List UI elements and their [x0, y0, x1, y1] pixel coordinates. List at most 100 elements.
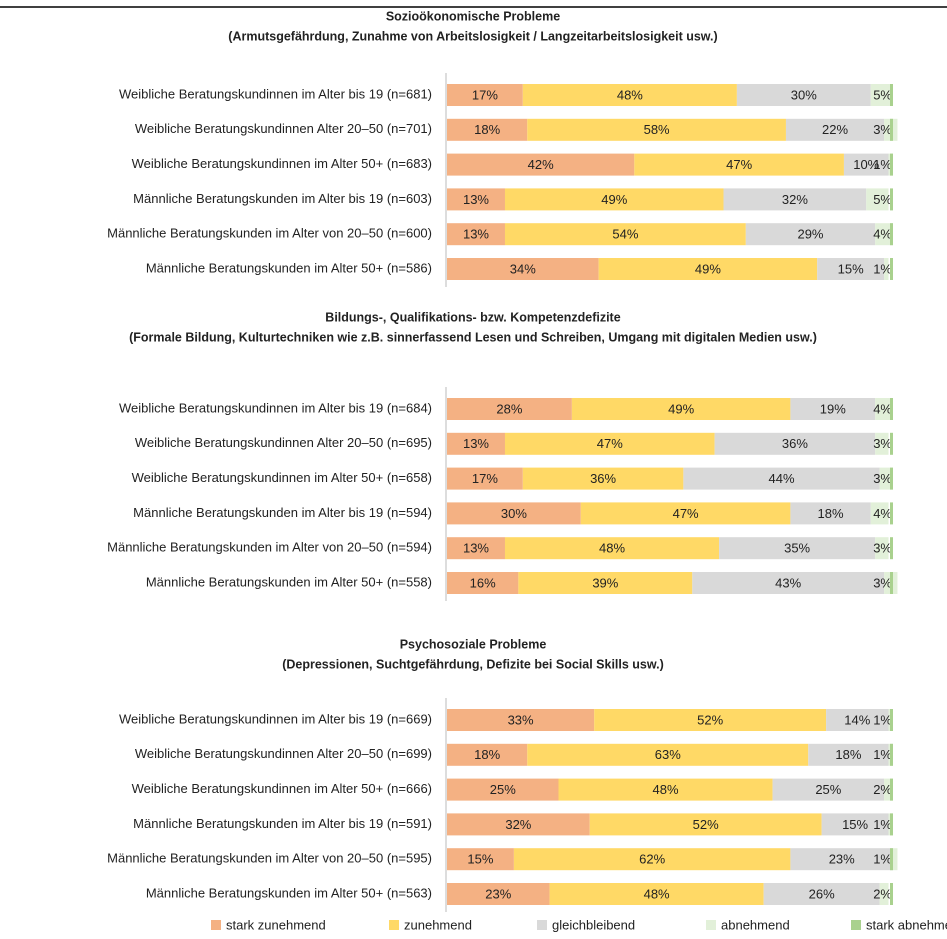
value-label: 3% — [873, 471, 892, 486]
bar-segment — [790, 398, 876, 420]
category-label: Männliche Beratungskunden im Alter bis 1… — [133, 505, 432, 520]
category-label: Weibliche Beratungskundinnen im Alter bi… — [119, 711, 432, 726]
bar-segment — [549, 883, 764, 905]
value-label: 22% — [822, 122, 848, 137]
category-label: Männliche Beratungskunden im Alter von 2… — [107, 540, 432, 555]
bar-segment — [447, 778, 559, 801]
bar-segment — [447, 188, 505, 211]
value-label: 1% — [873, 261, 892, 276]
value-label: 48% — [653, 782, 679, 797]
value-label: 30% — [791, 87, 817, 102]
bar-segment — [870, 502, 889, 525]
bar-segment — [527, 118, 786, 141]
chart-title: Sozioökonomische Probleme — [386, 9, 560, 23]
bar-segment — [447, 709, 595, 731]
value-label: 26% — [809, 886, 835, 901]
value-label: 5% — [873, 192, 892, 207]
value-label: 39% — [592, 575, 618, 590]
value-label: 23% — [829, 852, 855, 867]
bar-segment — [447, 848, 514, 871]
value-label: 15% — [467, 852, 493, 867]
value-label: 1% — [873, 712, 892, 727]
bar-segment — [826, 709, 889, 731]
bar-edge — [890, 223, 893, 246]
bar-segment — [447, 537, 505, 560]
bar-segment — [447, 743, 528, 766]
bar-segment — [527, 743, 809, 766]
value-label: 49% — [668, 401, 694, 416]
legend-label: gleichbleibend — [552, 917, 635, 932]
value-label: 17% — [472, 471, 498, 486]
category-label: Männliche Beratungskunden im Alter 50+ (… — [146, 260, 432, 275]
bar-segment — [683, 467, 880, 490]
value-label: 32% — [505, 817, 531, 832]
value-label: 23% — [485, 886, 511, 901]
bar-segment — [870, 84, 893, 106]
chart-title: Psychosoziale Probleme — [400, 637, 547, 651]
bar-edge — [890, 502, 893, 525]
bar-edge — [890, 118, 893, 141]
bar-segment — [714, 432, 876, 455]
value-label: 54% — [612, 227, 638, 242]
bar-segment — [893, 848, 898, 871]
value-label: 4% — [873, 401, 892, 416]
value-label: 18% — [835, 747, 861, 762]
value-label: 49% — [601, 192, 627, 207]
bar-edge — [890, 467, 893, 490]
value-label: 52% — [697, 712, 723, 727]
value-label: 48% — [617, 87, 643, 102]
bar-segment — [634, 153, 844, 176]
category-label: Weibliche Beratungskundinnen im Alter bi… — [119, 86, 432, 101]
value-label: 47% — [726, 157, 752, 172]
value-label: 13% — [463, 436, 489, 451]
bar-segment — [875, 398, 893, 420]
value-label: 29% — [797, 227, 823, 242]
value-label: 52% — [693, 817, 719, 832]
bar-segment — [598, 258, 818, 280]
value-label: 1% — [873, 157, 892, 172]
value-label: 19% — [820, 401, 846, 416]
bar-segment — [875, 432, 889, 455]
bar-segment — [745, 223, 876, 246]
bar-segment — [447, 84, 523, 106]
value-label: 28% — [496, 401, 522, 416]
value-label: 15% — [838, 261, 864, 276]
category-label: Weibliche Beratungskundinnen im Alter 50… — [132, 781, 432, 796]
bar-segment — [589, 813, 822, 836]
bar-segment — [884, 258, 889, 280]
bar-edge — [890, 883, 893, 905]
value-label: 14% — [844, 712, 870, 727]
bar-segment — [447, 223, 505, 246]
value-label: 47% — [673, 506, 699, 521]
bar-edge — [890, 537, 893, 560]
value-label: 18% — [818, 506, 844, 521]
legend-swatch — [537, 920, 547, 930]
value-label: 1% — [873, 747, 892, 762]
value-label: 48% — [644, 886, 670, 901]
bar-segment — [580, 502, 791, 525]
bar-segment — [723, 188, 867, 211]
value-label: 3% — [873, 575, 892, 590]
bar-segment — [513, 848, 791, 871]
value-label: 1% — [873, 817, 892, 832]
bar-edge — [890, 709, 893, 731]
bar-segment — [447, 153, 635, 176]
value-label: 43% — [775, 575, 801, 590]
value-label: 32% — [782, 192, 808, 207]
value-label: 49% — [695, 261, 721, 276]
bar-segment — [447, 883, 550, 905]
bar-segment — [817, 258, 885, 280]
bar-segment — [719, 537, 876, 560]
value-label: 2% — [873, 782, 892, 797]
bar-segment — [447, 432, 505, 455]
bar-edge — [890, 813, 893, 836]
category-label: Männliche Beratungskunden im Alter 50+ (… — [146, 885, 432, 900]
bar-segment — [447, 467, 523, 490]
bar-segment — [879, 883, 889, 905]
bar-segment — [504, 188, 724, 211]
bar-edge — [890, 258, 893, 280]
bar-segment — [504, 537, 720, 560]
bar-segment — [447, 118, 528, 141]
bar-segment — [522, 467, 684, 490]
bar-segment — [879, 467, 893, 490]
